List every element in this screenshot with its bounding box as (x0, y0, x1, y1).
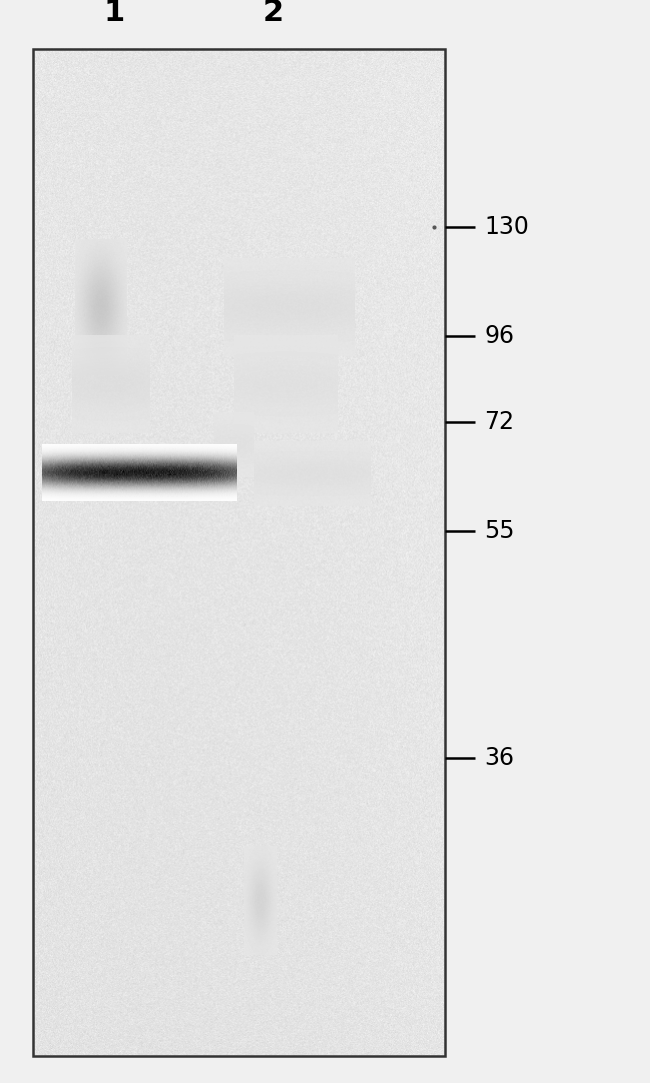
Text: 1: 1 (103, 0, 124, 27)
Bar (32, 49, 445, 1056)
Text: 2: 2 (263, 0, 283, 27)
Text: 36: 36 (484, 746, 514, 770)
Text: 55: 55 (484, 519, 515, 543)
Text: 96: 96 (484, 324, 514, 348)
Text: 130: 130 (484, 216, 529, 239)
Text: 72: 72 (484, 410, 514, 434)
